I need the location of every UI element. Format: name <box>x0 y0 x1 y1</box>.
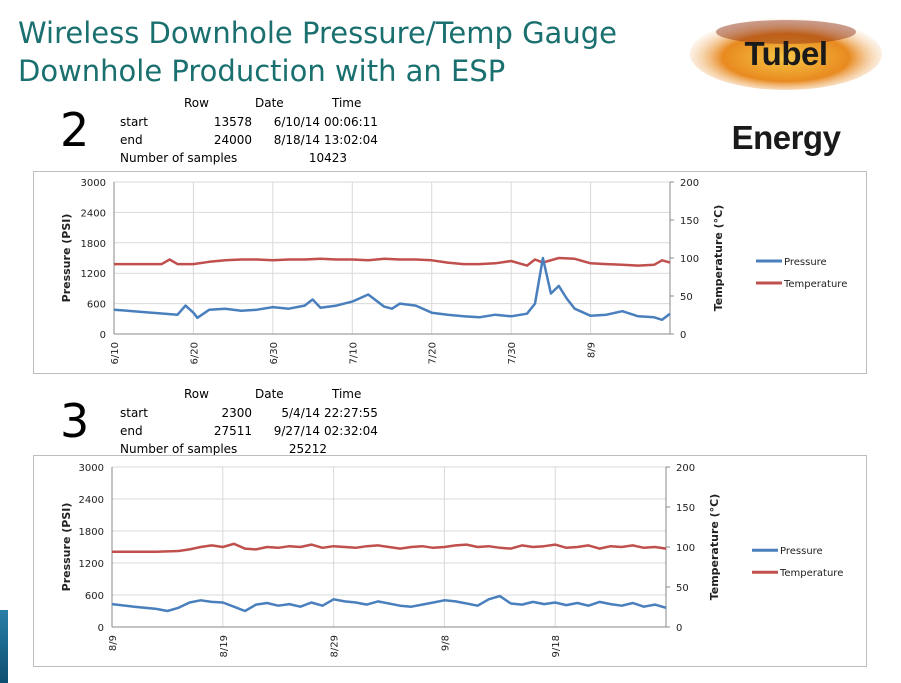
section-number-3: 3 <box>60 394 90 448</box>
x-tick-label: 7/10 <box>348 342 359 364</box>
end-label: end <box>120 133 143 147</box>
legend-label-pressure: Pressure <box>784 257 827 268</box>
end-row: 27511 <box>213 424 252 438</box>
legend-label-temperature: Temperature <box>783 279 847 290</box>
legend-label-pressure: Pressure <box>780 546 823 557</box>
chart-svg: 3000 2400 1800 1200 600 0 200 150 100 50 0 6/10 6/20… <box>60 178 847 364</box>
start-time: 22:27:55 <box>324 406 378 420</box>
y2-tick-label: 50 <box>676 583 689 594</box>
series-line-temperature <box>114 256 671 267</box>
end-time: 02:32:04 <box>324 424 378 438</box>
y-tick-label: 3000 <box>81 178 106 189</box>
end-time: 13:02:04 <box>324 133 378 147</box>
y-tick-label: 1200 <box>79 559 104 570</box>
start-time: 00:06:11 <box>324 115 378 129</box>
company-logo: Tubel Energy <box>688 12 884 156</box>
section-2-info-table: Row Date Time start 13578 6/10/14 00:06:… <box>120 96 420 166</box>
slide-title: Wireless Downhole Pressure/Temp Gauge Do… <box>18 14 617 90</box>
y-axis-title: Pressure (PSI) <box>60 214 73 303</box>
y-tick-label: 1800 <box>79 527 104 538</box>
y2-tick-label: 0 <box>680 330 686 341</box>
header-time: Time <box>332 387 362 401</box>
y2-tick-label: 150 <box>676 503 695 514</box>
x-tick-label: 7/30 <box>507 342 518 364</box>
section-3-info-table: Row Date Time start 2300 5/4/14 22:27:55… <box>120 387 420 457</box>
x-tick-label: 8/19 <box>219 635 230 657</box>
y2-tick-label: 200 <box>680 178 699 189</box>
chart-2: 3000 2400 1800 1200 600 0 200 150 100 50 0 6/10 6/20… <box>33 171 867 374</box>
y2-tick-label: 100 <box>680 254 699 265</box>
title-line-1: Wireless Downhole Pressure/Temp Gauge <box>18 16 617 50</box>
series-line-temperature <box>112 542 667 554</box>
y2-tick-label: 150 <box>680 216 699 227</box>
section-number-2: 2 <box>60 103 90 157</box>
x-tick-label: 9/18 <box>551 635 562 657</box>
y-tick-label: 1800 <box>81 239 106 250</box>
series-line-pressure <box>111 594 667 613</box>
y-tick-label: 1200 <box>81 269 106 280</box>
y-tick-label: 0 <box>100 330 106 341</box>
y2-tick-label: 200 <box>676 463 695 474</box>
start-date: 6/10/14 <box>273 115 320 129</box>
legend-label-temperature: Temperature <box>779 568 843 579</box>
end-label: end <box>120 424 143 438</box>
x-tick-label: 9/8 <box>440 635 451 651</box>
decorative-side-bar <box>0 610 8 683</box>
samples-label: Number of samples <box>120 442 238 456</box>
chart-3: 3000 2400 1800 1200 600 0 200 150 100 50 0 8/9 8/19 8… <box>33 455 867 667</box>
start-row: 13578 <box>213 115 252 129</box>
x-tick-label: 6/20 <box>189 342 200 364</box>
logo-flame-graphic <box>690 18 882 90</box>
start-date: 5/4/14 <box>281 406 320 420</box>
end-row: 24000 <box>213 133 252 147</box>
y-tick-label: 2400 <box>81 208 106 219</box>
y2-tick-label: 100 <box>676 543 695 554</box>
title-line-2: Downhole Production with an ESP <box>18 54 506 88</box>
samples-value: 25212 <box>288 442 327 456</box>
chart-svg: 3000 2400 1800 1200 600 0 200 150 100 50 0 8/9 8/19 8… <box>60 463 843 657</box>
y-tick-label: 0 <box>98 623 104 634</box>
x-tick-label: 8/29 <box>330 635 341 657</box>
header-date: Date <box>255 387 284 401</box>
header-date: Date <box>255 96 284 110</box>
x-tick-label: 6/30 <box>269 342 280 364</box>
samples-value: 10423 <box>308 151 347 165</box>
samples-label: Number of samples <box>120 151 238 165</box>
x-tick-label: 6/10 <box>110 342 121 364</box>
start-label: start <box>120 115 148 129</box>
y2-axis-title: Temperature (°C) <box>708 494 721 601</box>
y-tick-label: 600 <box>87 300 106 311</box>
y-tick-label: 3000 <box>79 463 104 474</box>
series-line-pressure <box>113 256 671 322</box>
y-tick-label: 2400 <box>79 495 104 506</box>
y-axis-title: Pressure (PSI) <box>60 503 73 592</box>
y2-axis-title: Temperature (°C) <box>712 205 725 312</box>
header-row: Row <box>184 96 209 110</box>
x-tick-label: 7/20 <box>428 342 439 364</box>
start-label: start <box>120 406 148 420</box>
y2-tick-label: 50 <box>680 292 693 303</box>
x-tick-label: 8/9 <box>108 635 119 651</box>
x-tick-label: 8/9 <box>587 342 598 358</box>
end-date: 8/18/14 <box>273 133 320 147</box>
y-tick-label: 600 <box>85 591 104 602</box>
start-row: 2300 <box>221 406 252 420</box>
y2-tick-label: 0 <box>676 623 682 634</box>
header-row: Row <box>184 387 209 401</box>
header-time: Time <box>332 96 362 110</box>
end-date: 9/27/14 <box>273 424 320 438</box>
logo-text: Tubel Energy <box>731 35 841 156</box>
